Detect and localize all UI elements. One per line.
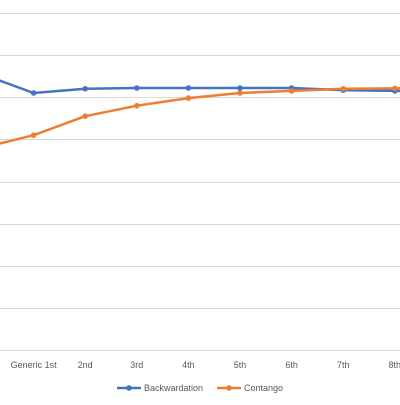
- x-tick-label: 5th: [234, 360, 247, 370]
- legend: Backwardation Contango: [117, 383, 283, 393]
- data-point-backwardation: [134, 85, 140, 91]
- gridlines: [0, 13, 400, 351]
- legend-label-contango: Contango: [244, 383, 283, 393]
- data-point-backwardation: [82, 86, 88, 92]
- series-line-backwardation: [0, 79, 400, 95]
- data-point-backwardation: [237, 85, 243, 91]
- x-tick-label: 4th: [182, 360, 195, 370]
- data-point-contango: [82, 113, 88, 119]
- data-point-contango: [288, 88, 295, 94]
- data-point-backwardation: [30, 90, 37, 96]
- legend-label-backwardation: Backwardation: [144, 383, 203, 393]
- data-point-contango: [392, 85, 398, 92]
- data-point-contango: [237, 90, 243, 96]
- x-tick-label: 3rd: [130, 360, 143, 370]
- x-tick-label: Generic 1st: [11, 360, 58, 370]
- x-tick-label: 2nd: [78, 360, 93, 370]
- x-tick-label: 7th: [337, 360, 350, 370]
- plot-area: [0, 79, 400, 145]
- data-point-backwardation: [185, 85, 192, 91]
- legend-swatch-marker-backwardation: [126, 385, 132, 391]
- x-axis-tick-labels: Generic 1st 2nd 3rd 4th 5th 6th 7th 8th: [11, 360, 400, 370]
- data-point-contango: [30, 132, 37, 138]
- data-point-contango: [185, 95, 192, 101]
- x-tick-label: 8th: [389, 360, 400, 370]
- x-tick-label: 6th: [285, 360, 298, 370]
- legend-swatch-marker-contango: [226, 385, 232, 391]
- data-point-contango: [134, 102, 140, 109]
- data-point-contango: [340, 86, 347, 92]
- series-line-contango: [0, 87, 400, 145]
